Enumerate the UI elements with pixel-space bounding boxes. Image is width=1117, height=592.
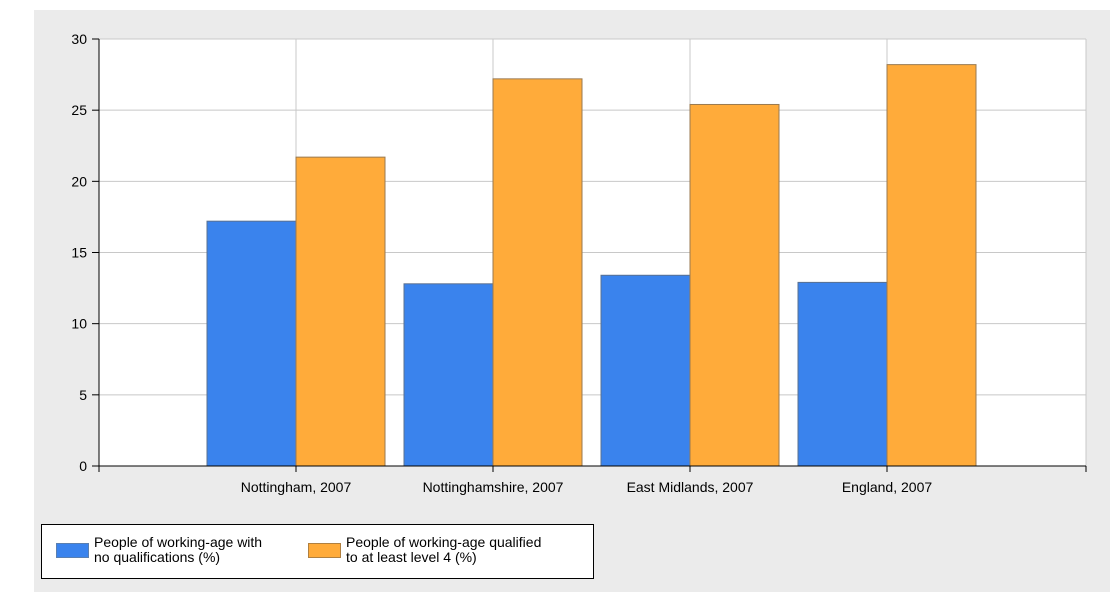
legend-label: People of working-age with no qualificat… [94,534,263,565]
bar-level4 [886,64,977,467]
bar-level4 [689,103,780,467]
y-tick-label: 5 [79,387,87,403]
bar-no-qualifications [206,220,297,467]
bar-no-qualifications [403,283,494,467]
y-tick-label: 0 [79,458,87,474]
legend: People of working-age with no qualificat… [41,524,594,579]
y-tick-label: 10 [71,316,87,332]
x-tick-label: Nottingham, 2007 [241,479,352,495]
legend-label: People of working-age qualified to at le… [346,534,542,565]
legend-swatch-series1 [56,543,89,558]
axes [92,38,1087,472]
y-tick-label: 25 [71,102,87,118]
bar-level4 [492,78,583,467]
y-tick-label: 15 [71,245,87,261]
x-tick-label: East Midlands, 2007 [627,479,754,495]
bar-level4 [295,156,386,467]
bar-no-qualifications [797,281,888,467]
x-tick-label: England, 2007 [842,479,933,495]
legend-swatch-series2 [308,543,341,558]
y-tick-label: 30 [71,31,87,47]
x-tick-label: Nottinghamshire, 2007 [423,479,564,495]
bar-no-qualifications [600,274,691,467]
tick-labels: 0 5 10 15 20 25 30 Nottingham, 2007 Nottinghamsh… [71,31,932,495]
bars [206,64,977,467]
y-tick-label: 20 [71,173,87,189]
